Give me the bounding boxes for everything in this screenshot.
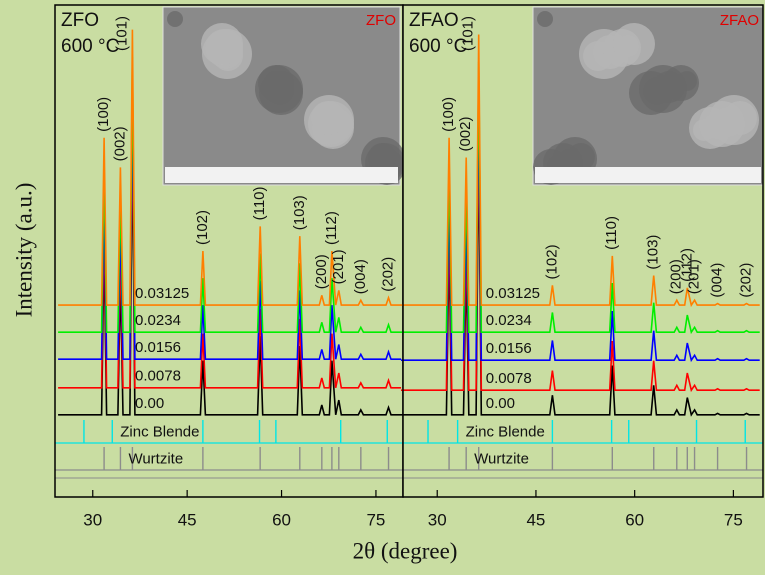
reference-label: Zinc Blende (466, 423, 545, 440)
sem-grain (265, 71, 285, 91)
sem-grain (567, 143, 595, 171)
reference-label: Wurtzite (474, 450, 529, 467)
peak-label: (103) (291, 195, 308, 230)
peak-label: (002) (457, 116, 474, 151)
x-tick-label: 30 (83, 510, 102, 529)
peak-label: (002) (111, 126, 128, 161)
x-tick-label: 30 (428, 510, 447, 529)
y-axis-title: Intensity (a.u.) (11, 183, 36, 318)
peak-label: (202) (379, 257, 396, 292)
x-tick-label: 60 (625, 510, 644, 529)
series-label: 0.0234 (486, 312, 532, 329)
panel-subtitle: 600 °C (409, 36, 467, 57)
panel: 0.00 0.0078 0.0156 0.0234 0.03125 Zinc Blende… (55, 5, 405, 529)
sem-info-bar (165, 167, 398, 183)
sem-grain (368, 143, 396, 171)
x-tick-label: 45 (526, 510, 545, 529)
peak-label: (201) (330, 249, 347, 284)
panel: 0.00 0.0078 0.0156 0.0234 0.03125 Zinc Blende… (401, 5, 763, 529)
sem-grain (723, 101, 757, 135)
peak-label: (112) (323, 211, 340, 245)
series-label: 0.03125 (135, 285, 189, 302)
peak-label: (102) (543, 244, 560, 279)
sem-grain (613, 23, 655, 65)
series-label: 0.00 (486, 395, 515, 412)
peak-label: (110) (603, 216, 620, 250)
peak-label: (201) (686, 259, 703, 294)
sem-grain (201, 23, 243, 65)
x-tick-label: 75 (366, 510, 385, 529)
series-label: 0.0156 (135, 339, 181, 356)
series-label: 0.0156 (486, 340, 532, 357)
x-axis-title: 2θ (degree) (353, 538, 458, 563)
sem-info-bar (535, 167, 761, 183)
sem-grain (167, 11, 183, 27)
sem-grain (677, 71, 697, 91)
peak-label: (100) (440, 97, 457, 132)
peak-label: (004) (709, 263, 726, 298)
series-label: 0.0234 (135, 312, 181, 329)
sem-grain (311, 101, 345, 135)
panel-subtitle: 600 °C (61, 36, 119, 57)
inset-label: ZFO (366, 12, 396, 29)
peak-label: (103) (645, 235, 662, 270)
peak-label: (200) (313, 254, 330, 289)
reference-label: Wurtzite (128, 450, 183, 467)
peak-label: (102) (194, 210, 211, 245)
peak-label: (100) (95, 97, 112, 132)
series-label: 0.0078 (135, 368, 181, 385)
panel-title: ZFAO (409, 10, 459, 31)
x-tick-label: 75 (724, 510, 743, 529)
peak-label: (110) (251, 186, 268, 220)
series-label: 0.0078 (486, 370, 532, 387)
x-tick-label: 45 (178, 510, 197, 529)
inset-label: ZFAO (720, 12, 759, 29)
panel-title: ZFO (61, 10, 99, 31)
reference-label: Zinc Blende (120, 423, 199, 440)
peak-label: (004) (352, 259, 369, 294)
sem-grain (537, 11, 553, 27)
peak-label: (202) (738, 263, 755, 298)
series-label: 0.03125 (486, 285, 540, 302)
series-label: 0.00 (135, 395, 164, 412)
figure: Intensity (a.u.) 2θ (degree) 0.000.00780… (0, 0, 765, 575)
x-tick-label: 60 (272, 510, 291, 529)
